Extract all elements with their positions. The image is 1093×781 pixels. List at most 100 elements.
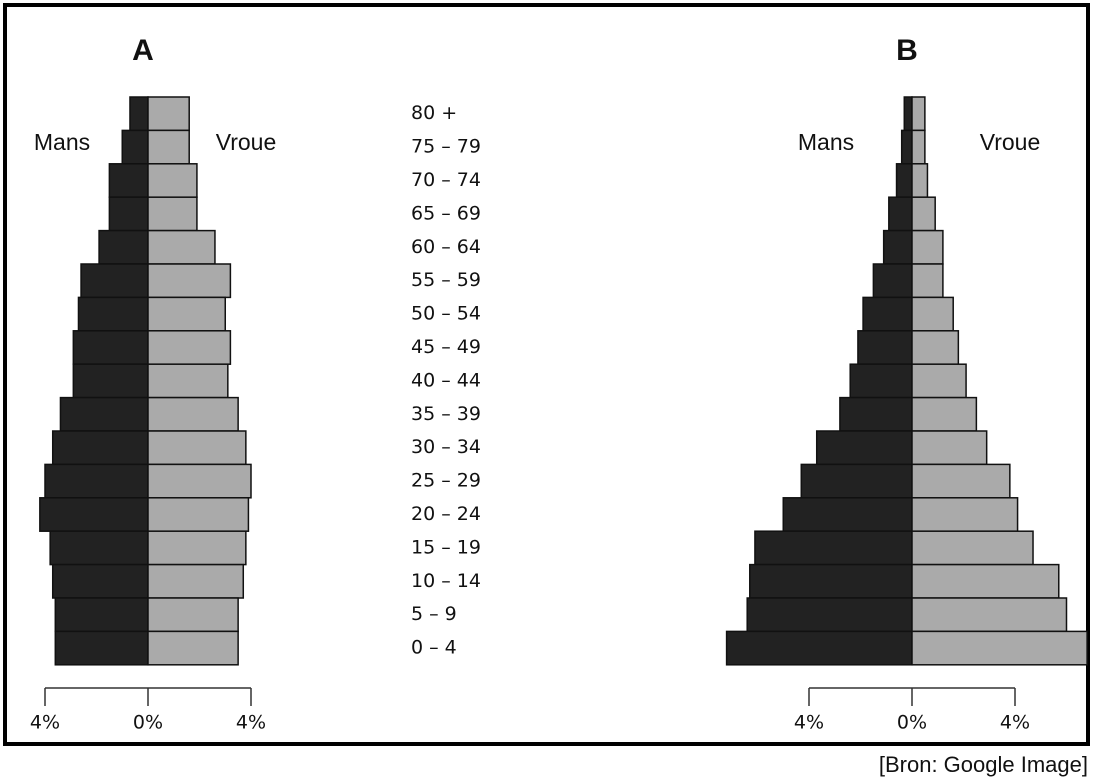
bar xyxy=(800,463,913,499)
bar xyxy=(900,129,913,165)
bar xyxy=(54,597,149,633)
bar xyxy=(147,129,190,165)
bar xyxy=(911,430,988,466)
bar xyxy=(147,530,247,566)
bar xyxy=(121,129,149,165)
bar xyxy=(51,563,149,599)
x-tick-label: 4% xyxy=(30,712,60,734)
bar xyxy=(911,363,967,399)
bar xyxy=(54,630,149,666)
bar xyxy=(147,563,245,599)
legend-label: Vroue xyxy=(980,129,1041,155)
bar xyxy=(72,330,149,365)
bar xyxy=(147,163,198,198)
legend-label: Vroue xyxy=(216,129,277,155)
age-label: 25 – 29 xyxy=(411,470,481,492)
bar xyxy=(895,163,913,198)
bar xyxy=(911,296,954,332)
bar xyxy=(911,563,1060,599)
age-label: 20 – 24 xyxy=(411,503,481,525)
bar xyxy=(725,630,913,666)
age-label: 55 – 59 xyxy=(411,269,481,291)
legend-label: Mans xyxy=(798,129,854,155)
age-label: 60 – 64 xyxy=(411,236,481,258)
bar xyxy=(147,597,239,633)
bar xyxy=(911,330,960,365)
bar xyxy=(77,296,149,332)
bar xyxy=(147,196,198,232)
bar xyxy=(129,96,149,132)
bar xyxy=(815,430,913,466)
chart-title: B xyxy=(896,34,918,67)
age-label: 0 – 4 xyxy=(411,637,457,659)
chart-title: A xyxy=(132,34,154,67)
bar xyxy=(147,296,226,332)
caption: [Bron: Google Image] xyxy=(879,752,1088,777)
bar xyxy=(49,530,149,566)
bar xyxy=(80,263,149,299)
legend-label: Mans xyxy=(34,129,90,155)
age-label: 70 – 74 xyxy=(411,169,481,191)
bar xyxy=(51,430,149,466)
bar xyxy=(882,229,913,265)
age-label: 75 – 79 xyxy=(411,136,481,158)
bar xyxy=(911,497,1019,532)
age-label: 50 – 54 xyxy=(411,303,481,325)
bar xyxy=(782,497,913,532)
bar xyxy=(749,563,913,599)
x-tick-label: 0% xyxy=(133,712,163,734)
bar xyxy=(147,396,239,432)
bar xyxy=(147,630,239,666)
bar xyxy=(911,530,1034,566)
bar xyxy=(59,396,149,432)
bar xyxy=(872,263,913,299)
age-label: 40 – 44 xyxy=(411,369,481,391)
bar xyxy=(839,396,913,432)
bar xyxy=(108,196,149,232)
bar xyxy=(44,463,149,499)
bar xyxy=(147,96,190,132)
bar xyxy=(147,363,229,399)
bar xyxy=(911,129,926,165)
bar xyxy=(147,263,232,299)
bar xyxy=(911,96,926,132)
bar xyxy=(849,363,913,399)
bar xyxy=(746,597,913,633)
bar xyxy=(147,430,247,466)
bar xyxy=(911,163,929,198)
bar xyxy=(862,296,913,332)
age-label: 30 – 34 xyxy=(411,436,481,458)
x-tick-label: 4% xyxy=(236,712,266,734)
bar xyxy=(911,463,1011,499)
age-label: 45 – 49 xyxy=(411,336,481,358)
x-tick-label: 4% xyxy=(794,712,824,734)
age-label: 35 – 39 xyxy=(411,403,481,425)
bar xyxy=(911,396,978,432)
bar xyxy=(39,497,149,532)
bar xyxy=(888,196,913,232)
bar xyxy=(911,630,1088,666)
x-tick-label: 0% xyxy=(897,712,927,734)
bar xyxy=(911,196,936,232)
x-tick-label: 4% xyxy=(1000,712,1030,734)
bar xyxy=(108,163,149,198)
frame xyxy=(3,3,1090,746)
bar xyxy=(147,330,232,365)
age-label: 10 – 14 xyxy=(411,570,481,592)
bar xyxy=(911,229,944,265)
bar xyxy=(147,229,216,265)
bar xyxy=(98,229,149,265)
bar xyxy=(911,597,1068,633)
age-label: 65 – 69 xyxy=(411,202,481,224)
bar xyxy=(911,263,944,299)
age-label: 5 – 9 xyxy=(411,603,457,625)
bar xyxy=(147,497,250,532)
age-label: 15 – 19 xyxy=(411,536,481,558)
bar xyxy=(903,96,913,132)
bar xyxy=(147,463,252,499)
age-label: 80 + xyxy=(411,102,457,124)
bar xyxy=(72,363,149,399)
bar xyxy=(754,530,913,566)
bar xyxy=(857,330,913,365)
